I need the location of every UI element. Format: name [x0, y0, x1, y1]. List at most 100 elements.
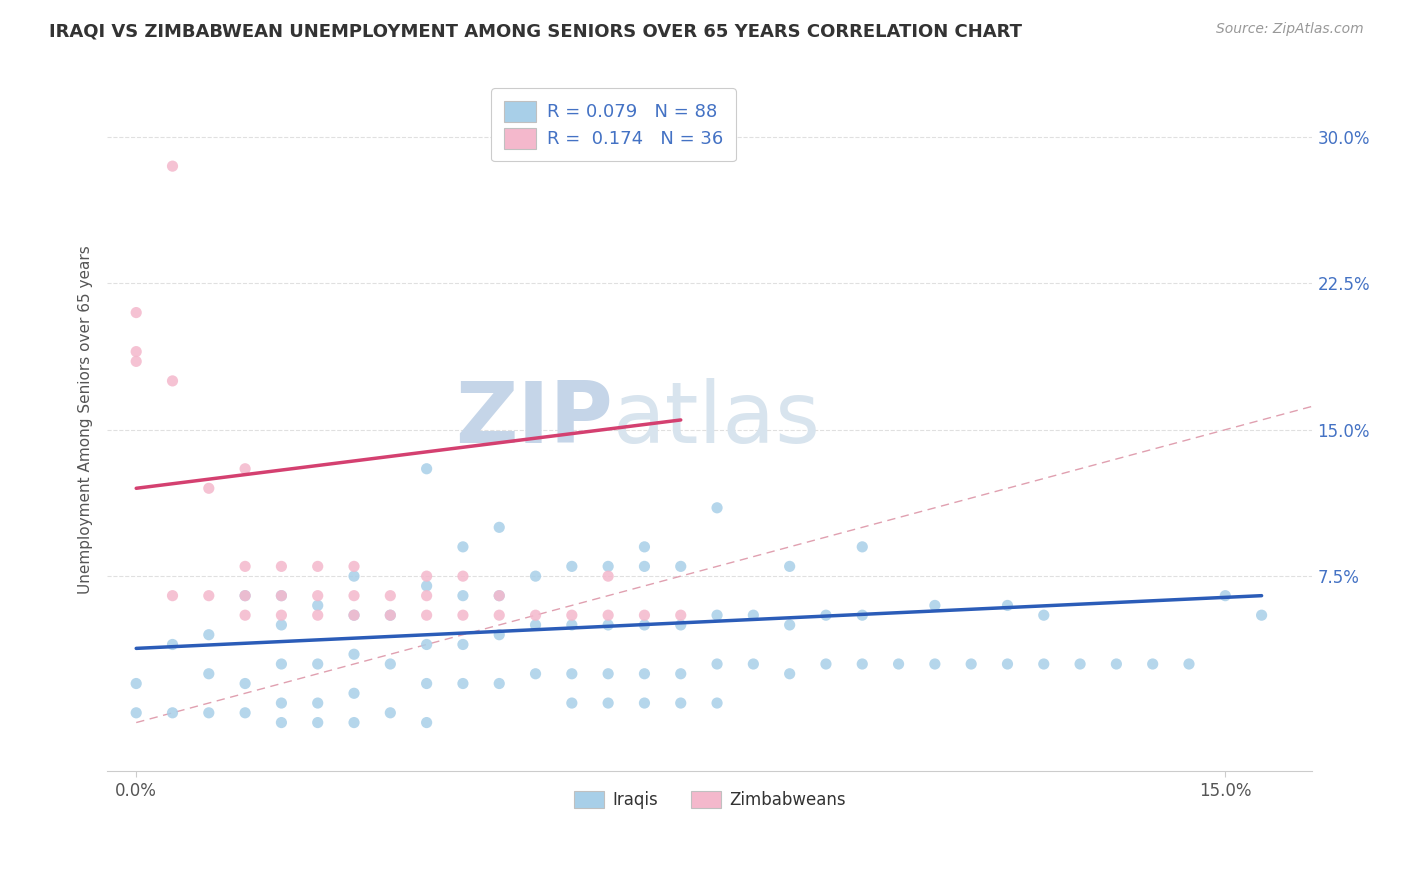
Point: [706, 500, 728, 515]
Point: [270, 589, 292, 603]
Point: [598, 618, 620, 632]
Point: [233, 706, 256, 720]
Point: [343, 569, 366, 583]
Point: [270, 559, 292, 574]
Point: [633, 666, 655, 681]
Point: [233, 559, 256, 574]
Point: [270, 657, 292, 671]
Point: [233, 589, 256, 603]
Point: [198, 628, 221, 642]
Point: [307, 696, 329, 710]
Point: [598, 608, 620, 623]
Point: [415, 569, 437, 583]
Point: [1032, 608, 1054, 623]
Point: [307, 657, 329, 671]
Point: [451, 638, 474, 652]
Point: [307, 589, 329, 603]
Point: [779, 559, 801, 574]
Point: [779, 666, 801, 681]
Point: [380, 608, 402, 623]
Point: [1178, 657, 1201, 671]
Point: [669, 666, 692, 681]
Point: [1105, 657, 1128, 671]
Point: [633, 608, 655, 623]
Point: [270, 608, 292, 623]
Point: [233, 676, 256, 690]
Point: [1069, 657, 1091, 671]
Point: [706, 696, 728, 710]
Point: [270, 589, 292, 603]
Point: [415, 715, 437, 730]
Point: [851, 608, 873, 623]
Point: [343, 647, 366, 661]
Point: [380, 657, 402, 671]
Point: [633, 618, 655, 632]
Point: [669, 608, 692, 623]
Legend: Iraqis, Zimbabweans: Iraqis, Zimbabweans: [567, 784, 852, 816]
Point: [343, 608, 366, 623]
Point: [162, 638, 184, 652]
Point: [162, 159, 184, 173]
Point: [198, 666, 221, 681]
Point: [633, 696, 655, 710]
Point: [669, 696, 692, 710]
Point: [415, 462, 437, 476]
Point: [380, 608, 402, 623]
Point: [598, 666, 620, 681]
Point: [524, 618, 547, 632]
Text: atlas: atlas: [613, 378, 821, 461]
Point: [851, 657, 873, 671]
Point: [233, 608, 256, 623]
Text: Source: ZipAtlas.com: Source: ZipAtlas.com: [1216, 22, 1364, 37]
Point: [415, 638, 437, 652]
Point: [997, 599, 1019, 613]
Point: [1032, 657, 1054, 671]
Text: ZIP: ZIP: [456, 378, 613, 461]
Point: [198, 706, 221, 720]
Point: [451, 540, 474, 554]
Point: [415, 608, 437, 623]
Point: [814, 657, 837, 671]
Point: [633, 559, 655, 574]
Point: [669, 618, 692, 632]
Point: [997, 657, 1019, 671]
Point: [524, 608, 547, 623]
Point: [162, 706, 184, 720]
Point: [561, 618, 583, 632]
Point: [270, 618, 292, 632]
Point: [488, 589, 510, 603]
Point: [598, 559, 620, 574]
Point: [125, 354, 148, 368]
Point: [233, 462, 256, 476]
Point: [198, 589, 221, 603]
Point: [488, 520, 510, 534]
Point: [415, 579, 437, 593]
Point: [524, 569, 547, 583]
Point: [669, 559, 692, 574]
Point: [270, 696, 292, 710]
Point: [415, 589, 437, 603]
Point: [125, 344, 148, 359]
Point: [233, 589, 256, 603]
Point: [380, 706, 402, 720]
Point: [307, 559, 329, 574]
Point: [851, 540, 873, 554]
Point: [960, 657, 983, 671]
Point: [779, 618, 801, 632]
Point: [307, 715, 329, 730]
Point: [343, 715, 366, 730]
Point: [162, 374, 184, 388]
Point: [887, 657, 910, 671]
Point: [706, 608, 728, 623]
Point: [1250, 608, 1272, 623]
Point: [451, 608, 474, 623]
Point: [270, 715, 292, 730]
Point: [561, 666, 583, 681]
Point: [1142, 657, 1164, 671]
Point: [561, 696, 583, 710]
Point: [633, 540, 655, 554]
Point: [125, 676, 148, 690]
Point: [380, 589, 402, 603]
Point: [488, 608, 510, 623]
Point: [706, 657, 728, 671]
